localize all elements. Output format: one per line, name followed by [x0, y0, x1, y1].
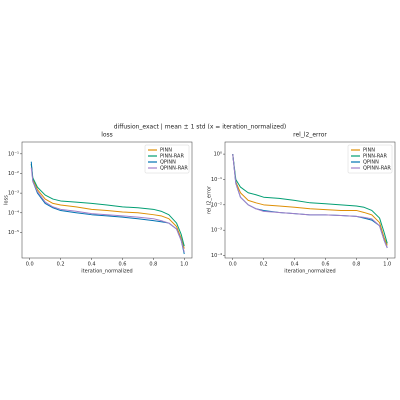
legend-box	[144, 144, 190, 174]
legend-label: PINN-RAR	[160, 154, 184, 160]
legend-label: QPINN	[363, 160, 379, 166]
x-tick-label: 1.0	[180, 262, 188, 268]
y-axis-label: loss	[4, 195, 10, 205]
y-tick-label: 10⁻⁴	[8, 210, 19, 216]
y-tick-label: 10⁻²	[8, 171, 19, 177]
series-line	[232, 154, 388, 244]
x-tick-label: 1.0	[383, 262, 391, 268]
legend-label: QPINN	[160, 160, 176, 166]
series-line	[30, 164, 185, 247]
y-tick-label: 10⁻³	[211, 228, 222, 234]
series-line	[30, 161, 185, 255]
y-tick-label: 10⁻⁵	[8, 230, 19, 236]
series-line	[30, 167, 185, 253]
x-tick-label: 0.4	[291, 262, 299, 268]
y-tick-label: 10⁰	[214, 152, 222, 158]
legend-label: QPINN-RAR	[160, 166, 188, 172]
axes-title: loss	[101, 132, 113, 139]
y-axis-label: rel_l2_error	[207, 185, 213, 214]
x-tick-label: 0.8	[352, 262, 360, 268]
axes-frame	[21, 141, 193, 259]
x-tick-label: 0.6	[321, 262, 329, 268]
x-tick-label: 0.2	[57, 262, 65, 268]
legend-label: PINN	[160, 148, 172, 154]
y-tick-label: 10⁻²	[211, 202, 222, 208]
axes-frame	[224, 141, 396, 259]
legend-label: PINN	[363, 148, 375, 154]
x-tick-label: 0.0	[229, 262, 237, 268]
axes-title: rel_l2_error	[293, 132, 327, 139]
y-tick-label: 10⁻⁴	[211, 253, 222, 259]
x-tick-label: 0.8	[149, 262, 157, 268]
x-tick-label: 0.2	[260, 262, 268, 268]
x-tick-label: 0.0	[26, 262, 34, 268]
series-line	[30, 164, 185, 249]
x-axis-label: iteration_normalized	[284, 269, 335, 275]
legend-label: PINN-RAR	[363, 154, 387, 160]
y-tick-label: 10⁻³	[8, 191, 19, 197]
x-axis-label: iteration_normalized	[81, 269, 132, 275]
legend-label: QPINN-RAR	[363, 166, 391, 172]
figure-title: diffusion_exact | mean ± 1 std (x = iter…	[114, 124, 287, 131]
legend-box	[347, 144, 393, 174]
x-tick-label: 0.6	[118, 262, 126, 268]
series-line	[232, 154, 388, 249]
y-tick-label: 10⁻¹	[8, 151, 19, 157]
y-tick-label: 10⁻¹	[211, 177, 222, 183]
series-line	[232, 154, 388, 246]
x-tick-label: 0.4	[88, 262, 96, 268]
